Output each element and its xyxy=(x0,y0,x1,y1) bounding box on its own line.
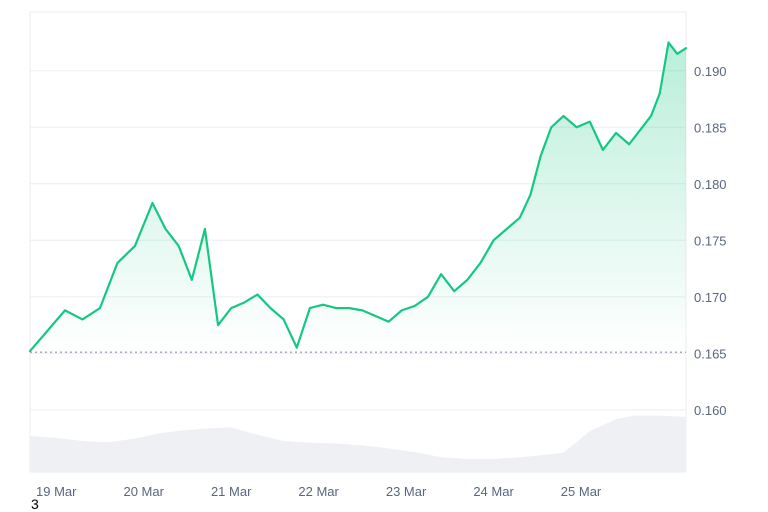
y-tick-label: 0.180 xyxy=(694,177,727,192)
y-tick-label: 0.175 xyxy=(694,233,727,248)
x-tick-label: 19 Mar xyxy=(36,484,77,499)
y-tick-label: 0.165 xyxy=(694,346,727,361)
x-tick-label: 25 Mar xyxy=(561,484,602,499)
price-line xyxy=(28,41,688,353)
y-axis: 0.160 0.165 0.170 0.175 0.180 0.185 0.190 xyxy=(694,64,727,418)
x-tick-label: 24 Mar xyxy=(473,484,514,499)
price-area-fill xyxy=(30,42,686,353)
y-tick-label: 0.185 xyxy=(694,120,727,135)
x-tick-label: 22 Mar xyxy=(298,484,339,499)
y-tick-label: 0.160 xyxy=(694,403,727,418)
x-tick-label: 21 Mar xyxy=(211,484,252,499)
price-area xyxy=(30,42,686,353)
volume-shape xyxy=(30,415,686,472)
y-tick-label: 0.170 xyxy=(694,290,727,305)
x-axis: 19 Mar 20 Mar 21 Mar 22 Mar 23 Mar 24 Mar 25 M… xyxy=(36,484,602,499)
volume-area xyxy=(30,415,686,472)
y-tick-label: 0.190 xyxy=(694,64,727,79)
x-tick-label: 20 Mar xyxy=(123,484,164,499)
x-tick-label: 23 Mar xyxy=(386,484,427,499)
price-line-path xyxy=(28,41,688,353)
corner-label: 3 xyxy=(31,496,39,512)
